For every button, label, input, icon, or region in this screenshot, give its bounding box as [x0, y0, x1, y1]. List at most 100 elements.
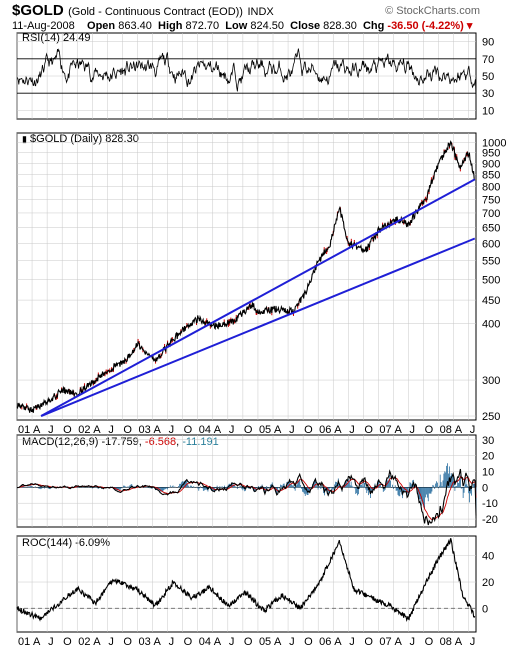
roc-xtick-label: 04 [199, 636, 211, 648]
roc-xtick-label: A [154, 636, 162, 648]
roc-xtick-label: J [169, 636, 175, 648]
roc-legend: ROC(144) -6.09% [22, 537, 110, 549]
chg-label: Chg [362, 20, 385, 32]
roc-xtick-label: O [123, 636, 132, 648]
price-xtick-label: 03 [138, 424, 150, 436]
roc-xtick-label: J [48, 636, 54, 648]
macd-legend-name: MACD(12,26,9) [22, 436, 99, 448]
price-xtick-label: O [244, 424, 253, 436]
close-value: 828.30 [323, 20, 357, 32]
roc-xtick-label: A [33, 636, 41, 648]
price-ytick-label: 900 [482, 158, 500, 170]
roc-xtick-label: J [289, 636, 295, 648]
price-xtick-label: 04 [199, 424, 211, 436]
roc-xtick-label: 02 [78, 636, 90, 648]
price-ytick-label: 850 [482, 170, 500, 182]
price-xtick-label: 02 [78, 424, 90, 436]
roc-xtick-label: A [394, 636, 402, 648]
roc-xtick-label: A [334, 636, 342, 648]
rsi-line [16, 48, 477, 98]
macd-ytick-label: 10 [482, 466, 494, 478]
macd-ytick-label: 0 [482, 482, 488, 494]
price-legend: ▮ $GOLD (Daily) 828.30 [22, 133, 139, 145]
macd-legend: MACD(12,26,9) -17.759, -6.568, -11.191 [22, 436, 219, 448]
roc-legend-text: ROC(144) -6.09% [22, 537, 111, 549]
price-xtick-label: A [33, 424, 41, 436]
price-xtick-label: O [304, 424, 313, 436]
rsi-ytick-label: 50 [482, 71, 494, 83]
roc-xtick-label: A [93, 636, 101, 648]
macd-hist-value: -11.191 [182, 436, 219, 448]
price-ytick-label: 450 [482, 295, 500, 307]
price-panel-frame [16, 132, 477, 421]
low-label: Low [225, 20, 248, 32]
roc-xtick-label: 05 [259, 636, 271, 648]
roc-xtick-label: 08 [440, 636, 452, 648]
roc-line [16, 538, 476, 623]
rsi-legend: RSI(14) 24.49 [22, 32, 90, 44]
exchange: INDX [247, 6, 274, 18]
roc-xtick-label: J [229, 636, 235, 648]
price-xtick-label: 01 [18, 424, 30, 436]
price-xtick-label: 08 [440, 424, 452, 436]
price-ytick-label: 1000 [482, 138, 506, 150]
macd-ytick-label: -20 [482, 514, 498, 526]
price-xtick-label: A [154, 424, 162, 436]
macd-ytick-label: -10 [482, 498, 498, 510]
rsi-ytick-label: 10 [482, 105, 494, 117]
high-value: 872.70 [185, 20, 220, 32]
low-value: 824.50 [250, 20, 285, 32]
price-xtick-label: A [274, 424, 282, 436]
price-xtick-label: O [364, 424, 373, 436]
quote-line: 11-Aug-2008 Open 863.40 High 872.70 Low … [12, 19, 472, 32]
price-xtick-label: O [184, 424, 193, 436]
price-ytick-label: 250 [482, 411, 500, 423]
watermark: © StockCharts.com [385, 5, 480, 17]
price-xtick-label: A [334, 424, 342, 436]
chg-value: -36.50 (-4.22%) [387, 20, 464, 32]
symbol: $GOLD [12, 2, 64, 19]
down-arrow-icon: ▾ [466, 20, 473, 32]
trendline-1 [40, 178, 476, 417]
macd-panel-frame [16, 434, 477, 528]
price-xtick-label: 06 [319, 424, 331, 436]
roc-ytick-label: 40 [482, 551, 494, 563]
roc-ytick-label: 20 [482, 577, 494, 589]
price-xtick-label: J [410, 424, 416, 436]
open-label: Open [87, 20, 116, 32]
price-xtick-label: J [470, 424, 476, 436]
roc-xtick-label: A [455, 636, 463, 648]
roc-xtick-label: 07 [379, 636, 391, 648]
roc-xtick-label: 06 [319, 636, 331, 648]
rsi-legend-text: RSI(14) 24.49 [22, 32, 91, 44]
macd-ytick-label: 30 [482, 435, 494, 447]
price-xtick-label: A [214, 424, 222, 436]
roc-xtick-label: A [274, 636, 282, 648]
macd-line [16, 468, 477, 526]
roc-xtick-label: 03 [138, 636, 150, 648]
high-label: High [158, 20, 183, 32]
roc-xtick-label: 01 [18, 636, 30, 648]
bar-chart-icon: ▮ [22, 134, 27, 144]
contract-name: (Gold - Continuous Contract (EOD)) [68, 6, 243, 18]
price-xtick-label: J [108, 424, 114, 436]
roc-xtick-label: O [63, 636, 72, 648]
price-ytick-label: 750 [482, 194, 500, 206]
quote-date: 11-Aug-2008 [12, 20, 75, 32]
price-ytick-label: 800 [482, 182, 500, 194]
roc-xtick-label: O [364, 636, 373, 648]
roc-ytick-label: 0 [482, 603, 488, 615]
price-ytick-label: 700 [482, 208, 500, 220]
price-xtick-label: O [63, 424, 72, 436]
price-line [16, 140, 476, 413]
roc-xtick-label: J [349, 636, 355, 648]
price-xtick-label: J [289, 424, 295, 436]
price-xtick-label: O [123, 424, 132, 436]
close-label: Close [290, 20, 321, 32]
rsi-ytick-label: 90 [482, 37, 494, 49]
trendline-2 [40, 237, 476, 417]
chart-header: $GOLD (Gold - Continuous Contract (EOD))… [12, 2, 274, 20]
macd-ytick-label: 20 [482, 451, 494, 463]
price-ytick-label: 400 [482, 318, 500, 330]
